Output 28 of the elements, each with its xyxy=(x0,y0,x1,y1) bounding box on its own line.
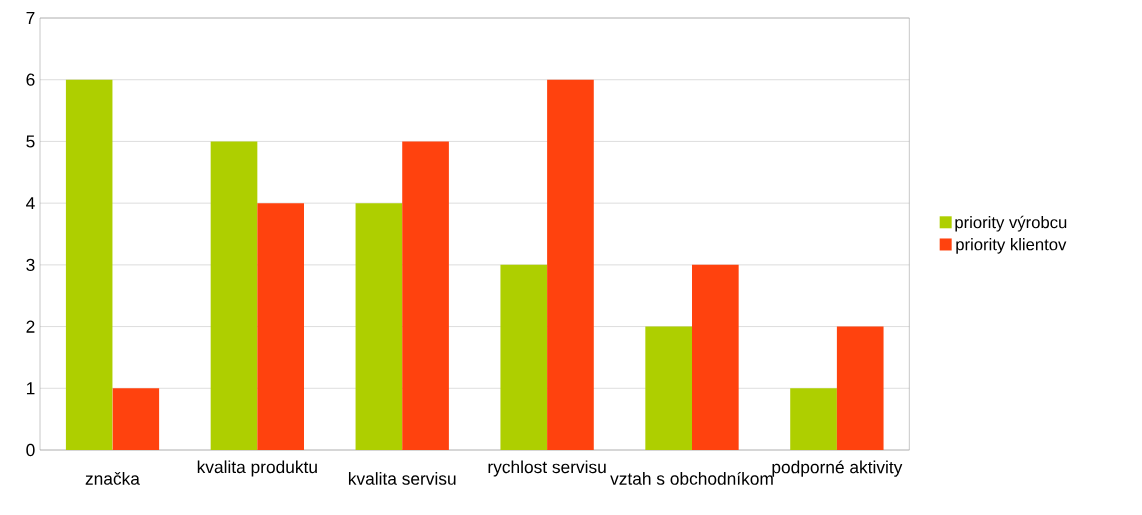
y-tick-label: 6 xyxy=(26,73,35,86)
bar xyxy=(210,141,258,450)
y-tick-label: 2 xyxy=(26,320,35,333)
x-tick-label: podporné aktivity xyxy=(772,460,903,477)
bar xyxy=(355,203,403,450)
bar xyxy=(645,326,692,450)
x-tick-label: kvalita servisu xyxy=(348,472,456,485)
y-tick-label: 5 xyxy=(26,135,35,148)
bar xyxy=(112,388,160,450)
y-tick-label: 3 xyxy=(26,258,35,271)
y-tick-label: 4 xyxy=(26,197,35,210)
y-tick-label: 0 xyxy=(26,443,35,457)
bar xyxy=(257,203,304,450)
x-tick-label: značka xyxy=(85,472,140,485)
legend-label: priority výrobcu xyxy=(955,215,1067,232)
x-tick-label: rychlost servisu xyxy=(488,460,606,477)
y-tick-label: 7 xyxy=(26,12,35,24)
y-tick-label: 1 xyxy=(26,382,35,395)
bar xyxy=(65,79,113,450)
bar xyxy=(500,264,548,450)
bar xyxy=(836,326,884,450)
bar xyxy=(790,388,837,450)
legend-label: priority klientov xyxy=(956,238,1067,254)
x-tick-label: vztah s obchodníkom xyxy=(610,471,773,485)
bar xyxy=(402,141,449,450)
x-tick-label: kvalita produktu xyxy=(197,460,317,477)
bar xyxy=(547,79,594,450)
bar xyxy=(692,264,739,450)
